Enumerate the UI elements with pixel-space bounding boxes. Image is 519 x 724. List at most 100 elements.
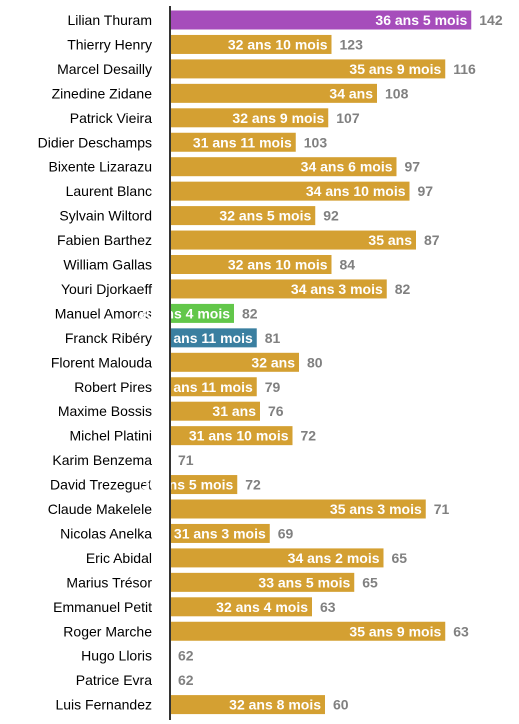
age-label: 32 ans 4 mois xyxy=(216,599,308,615)
selection-count: 69 xyxy=(278,525,294,541)
bar xyxy=(171,108,329,128)
age-label: 31 ans 10 mois xyxy=(189,428,289,444)
player-name: Lilian Thuram xyxy=(67,12,152,28)
selection-count: 82 xyxy=(242,305,258,321)
selection-count: 84 xyxy=(340,257,356,273)
selection-count: 97 xyxy=(418,183,434,199)
bar xyxy=(171,206,316,226)
age-label: 30 ans 4 mois xyxy=(138,305,230,321)
player-name: Thierry Henry xyxy=(67,36,152,52)
bar xyxy=(171,377,257,397)
bar xyxy=(171,34,332,54)
age-label: 32 ans 10 mois xyxy=(228,257,328,273)
bar xyxy=(171,303,234,323)
age-label: 36 ans 5 mois xyxy=(375,12,467,28)
selection-count: 79 xyxy=(265,379,281,395)
player-name: Bixente Lizarazu xyxy=(48,159,152,175)
player-name: Claude Makelele xyxy=(48,501,152,517)
selection-count: 142 xyxy=(479,12,503,28)
age-label: 30 ans 11 mois xyxy=(154,379,253,395)
selection-count: 108 xyxy=(385,85,409,101)
age-label: 34 ans 6 mois xyxy=(301,159,393,175)
age-label: 31 ans 3 mois xyxy=(174,525,266,541)
player-name: Michel Platini xyxy=(70,428,152,444)
player-name: William Gallas xyxy=(63,257,152,273)
bar xyxy=(171,83,377,103)
player-name: Nicolas Anelka xyxy=(60,525,152,541)
bar xyxy=(171,572,355,592)
age-label: 35 ans 9 mois xyxy=(349,61,441,77)
player-name: Eric Abidal xyxy=(86,550,152,566)
bar xyxy=(171,621,446,641)
age-label: 34 ans 2 mois xyxy=(288,550,380,566)
age-label: 34 ans xyxy=(329,85,373,101)
bar xyxy=(171,548,384,568)
age-label: 30 ans 11 mois xyxy=(154,330,253,346)
bar xyxy=(171,695,325,715)
player-name: Sylvain Wiltord xyxy=(59,208,152,224)
bar xyxy=(171,401,260,421)
player-name: Zinedine Zidane xyxy=(52,85,153,101)
age-label: 32 ans 9 mois xyxy=(232,110,324,126)
selection-count: 103 xyxy=(304,134,328,150)
player-name: Patrick Vieira xyxy=(70,110,152,126)
player-name: Florent Malouda xyxy=(51,354,152,370)
player-name: Youri Djorkaeff xyxy=(61,281,152,297)
player-name: Hugo Lloris xyxy=(81,648,152,664)
age-label: 34 ans 3 mois xyxy=(291,281,383,297)
selection-count: 82 xyxy=(395,281,411,297)
age-label: 31 ans xyxy=(212,403,256,419)
selection-count: 76 xyxy=(268,403,284,419)
player-name: Karim Benzema xyxy=(52,452,152,468)
player-name: David Trezeguet xyxy=(50,477,152,493)
bar xyxy=(171,230,416,250)
selection-count: 92 xyxy=(323,208,339,224)
selection-count: 80 xyxy=(307,354,323,370)
bar xyxy=(171,426,293,446)
bar xyxy=(171,10,472,30)
selection-count: 71 xyxy=(178,452,194,468)
selection-count: 72 xyxy=(301,428,317,444)
chart-rows: Lilian Thuram 36 ans 5 mois 142 Thierry Hen… xyxy=(38,10,503,715)
player-name: Fabien Barthez xyxy=(57,232,152,248)
age-label: 34 ans 10 mois xyxy=(306,183,406,199)
age-label: 32 ans 5 mois xyxy=(219,208,311,224)
selection-count: 65 xyxy=(392,550,408,566)
selection-count: 81 xyxy=(265,330,281,346)
player-name: Robert Pires xyxy=(74,379,152,395)
age-label: 32 ans 10 mois xyxy=(228,36,328,52)
player-name: Franck Ribéry xyxy=(65,330,152,346)
age-label: 32 ans xyxy=(251,354,295,370)
selection-count: 97 xyxy=(405,159,421,175)
selection-count: 65 xyxy=(362,574,378,590)
selection-count: 72 xyxy=(245,477,261,493)
player-name: Patrice Evra xyxy=(76,672,152,688)
player-name: Roger Marche xyxy=(63,623,152,639)
age-label: 35 ans 3 mois xyxy=(330,501,422,517)
bar xyxy=(171,59,446,79)
selection-count: 87 xyxy=(424,232,440,248)
bar xyxy=(171,475,238,495)
bar xyxy=(171,499,426,519)
player-name: Emmanuel Petit xyxy=(53,599,152,615)
player-name: Marius Trésor xyxy=(66,574,152,590)
age-label: 35 ans xyxy=(368,232,412,248)
bar xyxy=(171,328,257,348)
bar xyxy=(171,279,387,299)
bar xyxy=(171,255,332,274)
selection-count: 60 xyxy=(333,697,349,713)
player-name: Manuel Amoros xyxy=(55,305,152,321)
bar xyxy=(171,132,296,152)
age-label: 32 ans 8 mois xyxy=(229,697,321,713)
player-name: Maxime Bossis xyxy=(58,403,152,419)
bar xyxy=(171,181,410,201)
player-name: Luis Fernandez xyxy=(55,697,152,713)
age-label: 30 ans 5 mois xyxy=(141,477,233,493)
age-label: 33 ans 5 mois xyxy=(258,574,350,590)
age-label: 35 ans 9 mois xyxy=(349,623,441,639)
player-name: Laurent Blanc xyxy=(66,183,152,199)
selection-count: 63 xyxy=(320,599,336,615)
selection-count: 116 xyxy=(453,61,476,77)
selection-count: 107 xyxy=(336,110,360,126)
